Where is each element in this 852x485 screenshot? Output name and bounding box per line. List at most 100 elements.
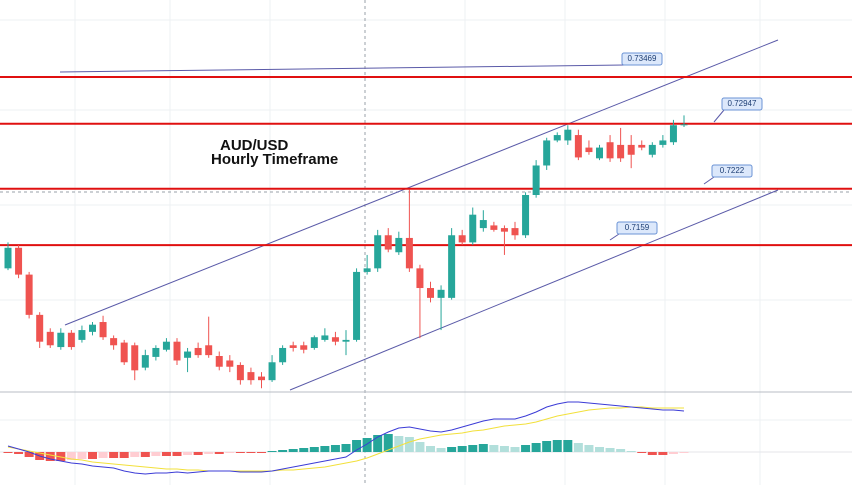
label-leader [609, 233, 620, 241]
candle-body [669, 125, 677, 143]
macd-histogram-bar [510, 447, 520, 452]
macd-histogram-bar [404, 437, 414, 452]
candle-body [131, 345, 139, 371]
candle-body [184, 351, 192, 358]
candle-body [638, 144, 646, 148]
candle-body [46, 331, 54, 346]
candle-body [405, 237, 413, 269]
candle-body [4, 247, 12, 269]
candle-body [152, 347, 160, 357]
macd-histogram-bar [478, 444, 488, 452]
macd-histogram-bar [183, 452, 193, 455]
macd-histogram-bar [140, 452, 150, 457]
candle-body [469, 214, 477, 243]
macd-histogram-bar [436, 448, 446, 452]
candle-body [215, 356, 223, 367]
candle-body [532, 165, 540, 195]
label-leader [703, 176, 715, 185]
macd-histogram-bar [605, 448, 615, 452]
macd-histogram-bar [457, 446, 467, 452]
candle-body [395, 237, 403, 253]
candle-body [110, 338, 118, 346]
candle-body [490, 225, 498, 230]
candle-body [310, 337, 318, 348]
candle-body [268, 362, 276, 381]
macd-histogram-bar [658, 452, 668, 455]
candle-body [564, 129, 572, 141]
candle-body [173, 341, 181, 361]
macd-histogram-bar [257, 452, 266, 453]
candle-body [543, 140, 551, 166]
macd-histogram-bar [521, 445, 531, 452]
macd-histogram-bar [383, 434, 393, 452]
macd-histogram-bar [151, 452, 161, 456]
macd-histogram-bar [109, 452, 119, 458]
macd-histogram-bar [626, 451, 636, 452]
candle-body [36, 314, 44, 342]
candle-body [247, 372, 255, 381]
macd-histogram-bar [426, 446, 435, 452]
candle-body [300, 345, 308, 350]
macd-histogram-bar [309, 447, 319, 452]
candle-body [57, 332, 65, 348]
label-leader [713, 109, 725, 123]
macd-histogram-bar [246, 452, 256, 453]
level-label-box [721, 97, 763, 111]
candle-body [458, 235, 466, 243]
macd-histogram-bar [679, 452, 689, 453]
candle-body [606, 142, 614, 159]
candle-body [427, 288, 434, 298]
macd-histogram-bar [267, 451, 277, 452]
macd-histogram-bar [499, 446, 509, 452]
macd-histogram-bar [616, 449, 626, 452]
label-leader [59, 64, 625, 73]
macd-histogram-bar [563, 440, 573, 452]
macd-histogram-bar [573, 443, 583, 452]
macd-histogram-bar [531, 443, 541, 452]
macd-histogram-bar [542, 441, 552, 452]
candle-body [617, 144, 625, 159]
candle-body [25, 274, 33, 315]
macd-histogram-bar [341, 444, 351, 452]
chart-subtitle: Hourly Timeframe [211, 151, 338, 168]
channel-lower [289, 189, 779, 391]
macd-histogram-bar [394, 436, 404, 452]
candle-body [500, 228, 508, 232]
macd-histogram-bar [352, 440, 362, 452]
candle-body [448, 235, 456, 298]
candle-body [194, 347, 202, 356]
candle-body [585, 147, 593, 153]
macd-histogram-bar [204, 452, 214, 454]
macd-histogram-bar [235, 452, 245, 453]
candle-body [416, 268, 424, 289]
macd-histogram-bar [647, 452, 657, 455]
macd-histogram-bar [88, 452, 97, 459]
candle-body [99, 322, 107, 338]
macd-histogram-bar [584, 445, 594, 452]
level-label: 0.73469 [628, 54, 657, 63]
macd-histogram-bar [288, 449, 298, 452]
macd-histogram-bar [225, 452, 235, 453]
macd-histogram-bar [595, 447, 604, 452]
macd-histogram-bar [637, 452, 647, 453]
macd-histogram-bar [489, 445, 499, 452]
macd-histogram-bar [447, 447, 457, 452]
macd-histogram-bar [415, 442, 425, 452]
macd-histogram-bar [373, 435, 383, 452]
candle-body [680, 124, 688, 126]
candle-body [162, 341, 170, 350]
macd-histogram-bar [98, 452, 108, 458]
macd-histogram-bar [161, 452, 171, 456]
candle-body [511, 228, 519, 236]
candle-body [659, 140, 667, 145]
macd-histogram-bar [14, 452, 24, 454]
macd-histogram-bar [668, 452, 678, 454]
macd-histogram-bar [3, 452, 13, 453]
candle-body [331, 337, 339, 342]
candle-body [522, 195, 530, 236]
macd-histogram-bar [45, 452, 55, 461]
level-label-box [616, 221, 658, 235]
